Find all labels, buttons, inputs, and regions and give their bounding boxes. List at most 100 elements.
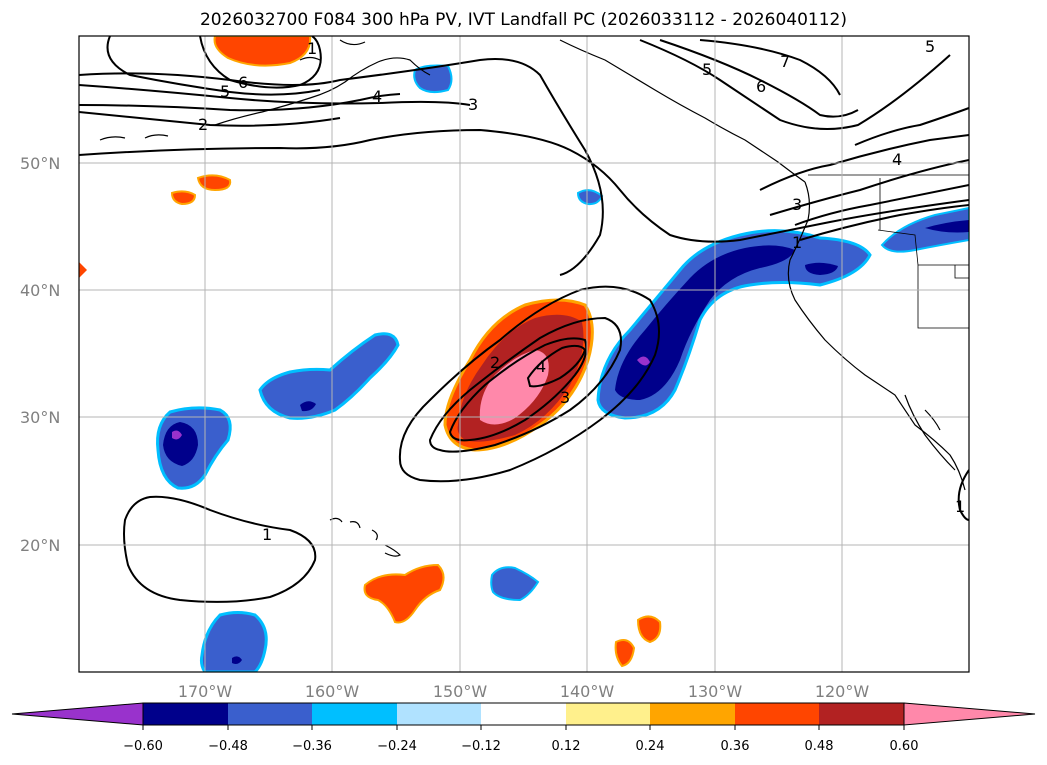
pv-neg-coastal-east bbox=[805, 262, 838, 275]
longitude-labels: 170°W 160°W 150°W 140°W 130°W 120°W bbox=[178, 682, 870, 701]
colorbar-extend-low bbox=[11, 702, 144, 726]
lon-label: 160°W bbox=[305, 682, 360, 701]
pv-pos-blob-small-2 bbox=[170, 190, 197, 206]
pv-pos-blob-s2 bbox=[614, 639, 636, 668]
contour-loop-5 bbox=[639, 39, 951, 130]
pv-neg-blob-170w-purple bbox=[172, 430, 182, 440]
contour-top-loop-2 bbox=[106, 36, 321, 96]
colorbar-segment bbox=[397, 703, 481, 725]
lat-label: 30°N bbox=[20, 408, 60, 427]
pv-neg-arc-west bbox=[258, 332, 400, 420]
coast-baja bbox=[904, 394, 956, 471]
contour-label: 2 bbox=[198, 115, 208, 134]
contour-label: 6 bbox=[756, 77, 766, 96]
pv-pos-main-core bbox=[479, 350, 549, 425]
lat-label: 20°N bbox=[20, 536, 60, 555]
ivt-contours bbox=[79, 36, 969, 603]
contour-loop-6 bbox=[659, 39, 859, 118]
colorbar-tick: 0.60 bbox=[890, 739, 919, 754]
pv-neg-ne-core bbox=[925, 220, 969, 233]
contour-2 bbox=[79, 111, 969, 216]
colorbar-segment bbox=[228, 703, 312, 725]
pv-neg-blob-mid bbox=[576, 189, 604, 206]
contour-east-arc bbox=[794, 184, 969, 241]
colorbar-extend-high bbox=[903, 702, 1036, 726]
pv-neg-blob-170w-core bbox=[163, 422, 198, 466]
map-title: 2026032700 F084 300 hPa PV, IVT Landfall… bbox=[199, 10, 847, 30]
contour-label: 3 bbox=[560, 388, 570, 407]
colorbar-segment bbox=[566, 703, 650, 725]
contour-label: 5 bbox=[220, 82, 230, 101]
lon-label: 140°W bbox=[560, 682, 615, 701]
pv-anomaly-fields bbox=[79, 36, 969, 672]
pv-neg-coastal-core bbox=[615, 245, 795, 400]
colorbar-segment bbox=[650, 703, 735, 725]
coast-west-us bbox=[787, 181, 966, 491]
colorbar-tick: 0.12 bbox=[552, 739, 581, 754]
colorbar: −0.60 −0.48 −0.36 −0.24 −0.12 0.12 0.24 … bbox=[11, 702, 1036, 754]
contour-top-loop bbox=[199, 36, 322, 89]
latitude-labels: 50°N 40°N 30°N 20°N bbox=[20, 154, 60, 555]
contour-label: 1 bbox=[307, 39, 317, 58]
pv-pos-blob-edge bbox=[79, 262, 87, 278]
contour-se-edge bbox=[957, 469, 969, 521]
contour-label: 3 bbox=[468, 95, 478, 114]
pv-neg-blob-south bbox=[199, 611, 268, 672]
contour-label: 1 bbox=[955, 497, 965, 516]
contour-label: 2 bbox=[490, 353, 500, 372]
map-frame bbox=[78, 35, 970, 673]
contour-low-2 bbox=[428, 316, 622, 453]
colorbar-tick: −0.60 bbox=[123, 739, 163, 754]
pv-pos-blob-subtropics bbox=[363, 563, 445, 624]
contour-label: 4 bbox=[372, 87, 382, 106]
colorbar-segment bbox=[312, 703, 397, 725]
contour-3 bbox=[79, 84, 969, 191]
contour-labels: 1 1 1 1 2 2 3 3 3 4 4 4 5 5 5 6 6 7 bbox=[198, 37, 965, 544]
lon-label: 170°W bbox=[178, 682, 233, 701]
lat-label: 40°N bbox=[20, 281, 60, 300]
colorbar-segment bbox=[143, 703, 228, 725]
contour-low-4 bbox=[526, 344, 587, 388]
pv-pos-blob-north bbox=[213, 36, 312, 67]
contour-loop-7 bbox=[699, 39, 841, 96]
pv-neg-coastal-purple bbox=[637, 356, 650, 366]
pv-neg-arc-core bbox=[300, 401, 316, 412]
colorbar-segment bbox=[735, 703, 819, 725]
contour-label: 1 bbox=[262, 525, 272, 544]
pv-pos-blob-small-1 bbox=[196, 174, 232, 192]
colorbar-segment bbox=[481, 703, 566, 725]
coastlines bbox=[99, 39, 969, 557]
coast-bc bbox=[559, 39, 806, 183]
lon-label: 120°W bbox=[815, 682, 870, 701]
contour-label: 4 bbox=[892, 150, 902, 169]
pv-neg-blob-top bbox=[413, 64, 453, 94]
contour-south-loop bbox=[123, 495, 317, 603]
colorbar-segment bbox=[819, 703, 904, 725]
lon-label: 150°W bbox=[433, 682, 488, 701]
contour-label: 3 bbox=[792, 195, 802, 214]
pv-neg-blob-140w bbox=[490, 566, 540, 602]
colorbar-tick: −0.36 bbox=[292, 739, 332, 754]
contour-low-3 bbox=[448, 337, 588, 442]
contour-label: 1 bbox=[792, 233, 802, 252]
contour-low-1 bbox=[398, 285, 660, 483]
contour-label: 6 bbox=[238, 73, 248, 92]
colorbar-frame bbox=[142, 702, 905, 726]
colorbar-tick: 0.48 bbox=[805, 739, 834, 754]
pv-pos-blob-s1 bbox=[636, 615, 662, 644]
colorbar-tick: −0.12 bbox=[461, 739, 501, 754]
lat-label: 50°N bbox=[20, 154, 60, 173]
colorbar-tick: −0.24 bbox=[377, 739, 417, 754]
coast-alaska bbox=[99, 39, 431, 141]
colorbar-tick: 0.36 bbox=[721, 739, 750, 754]
contour-label: 4 bbox=[536, 357, 546, 376]
pv-neg-blob-south-core bbox=[232, 656, 242, 664]
contour-label: 5 bbox=[925, 37, 935, 56]
colorbar-tick: −0.48 bbox=[208, 739, 248, 754]
pv-neg-ne bbox=[880, 206, 969, 253]
contour-label: 7 bbox=[780, 52, 790, 71]
contour-1-inner bbox=[79, 58, 604, 276]
contour-1-outer bbox=[79, 128, 969, 243]
graticule bbox=[79, 36, 969, 672]
